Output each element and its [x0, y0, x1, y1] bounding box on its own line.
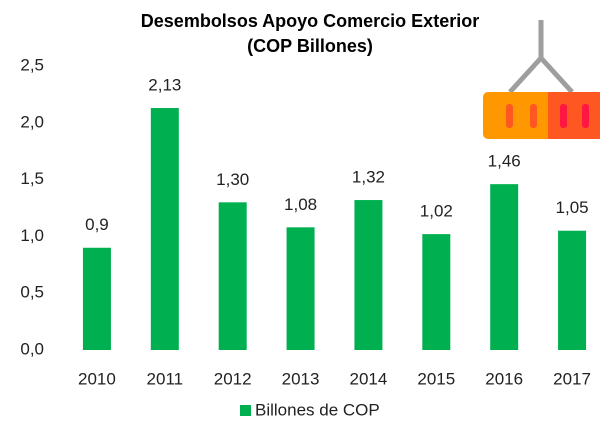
data-label: 2,13 [148, 76, 181, 95]
chart-title: (COP Billones) [247, 36, 373, 56]
legend-swatch [240, 405, 251, 416]
x-tick-label: 2016 [485, 369, 523, 388]
bar [286, 227, 315, 350]
x-tick-label: 2010 [78, 369, 116, 388]
container-icon [483, 20, 600, 139]
x-tick-label: 2012 [214, 369, 252, 388]
bar [558, 230, 587, 350]
data-label: 1,05 [556, 198, 589, 217]
y-tick-label: 2,0 [20, 112, 44, 131]
chart-title: Desembolsos Apoyo Comercio Exterior [141, 11, 479, 31]
x-tick-label: 2015 [417, 369, 455, 388]
x-tick-label: 2017 [553, 369, 591, 388]
bar [150, 108, 179, 350]
y-tick-label: 0,0 [20, 339, 44, 358]
x-tick-label: 2014 [350, 369, 388, 388]
data-label: 1,46 [488, 152, 521, 171]
data-label: 1,32 [352, 168, 385, 187]
x-tick-label: 2011 [147, 369, 184, 388]
y-tick-label: 2,5 [20, 55, 44, 74]
bar [354, 200, 383, 350]
y-tick-label: 1,0 [20, 226, 44, 245]
bar [218, 202, 247, 350]
y-tick-label: 0,5 [20, 283, 44, 302]
legend-label: Billones de COP [255, 400, 380, 419]
data-label: 1,08 [284, 195, 317, 214]
data-label: 0,9 [85, 215, 109, 234]
y-tick-label: 1,5 [20, 169, 44, 188]
x-tick-label: 2013 [282, 369, 320, 388]
bar [422, 234, 451, 350]
data-label: 1,30 [216, 170, 249, 189]
data-label: 1,02 [420, 202, 453, 221]
bar [490, 184, 519, 350]
bar [82, 247, 111, 350]
